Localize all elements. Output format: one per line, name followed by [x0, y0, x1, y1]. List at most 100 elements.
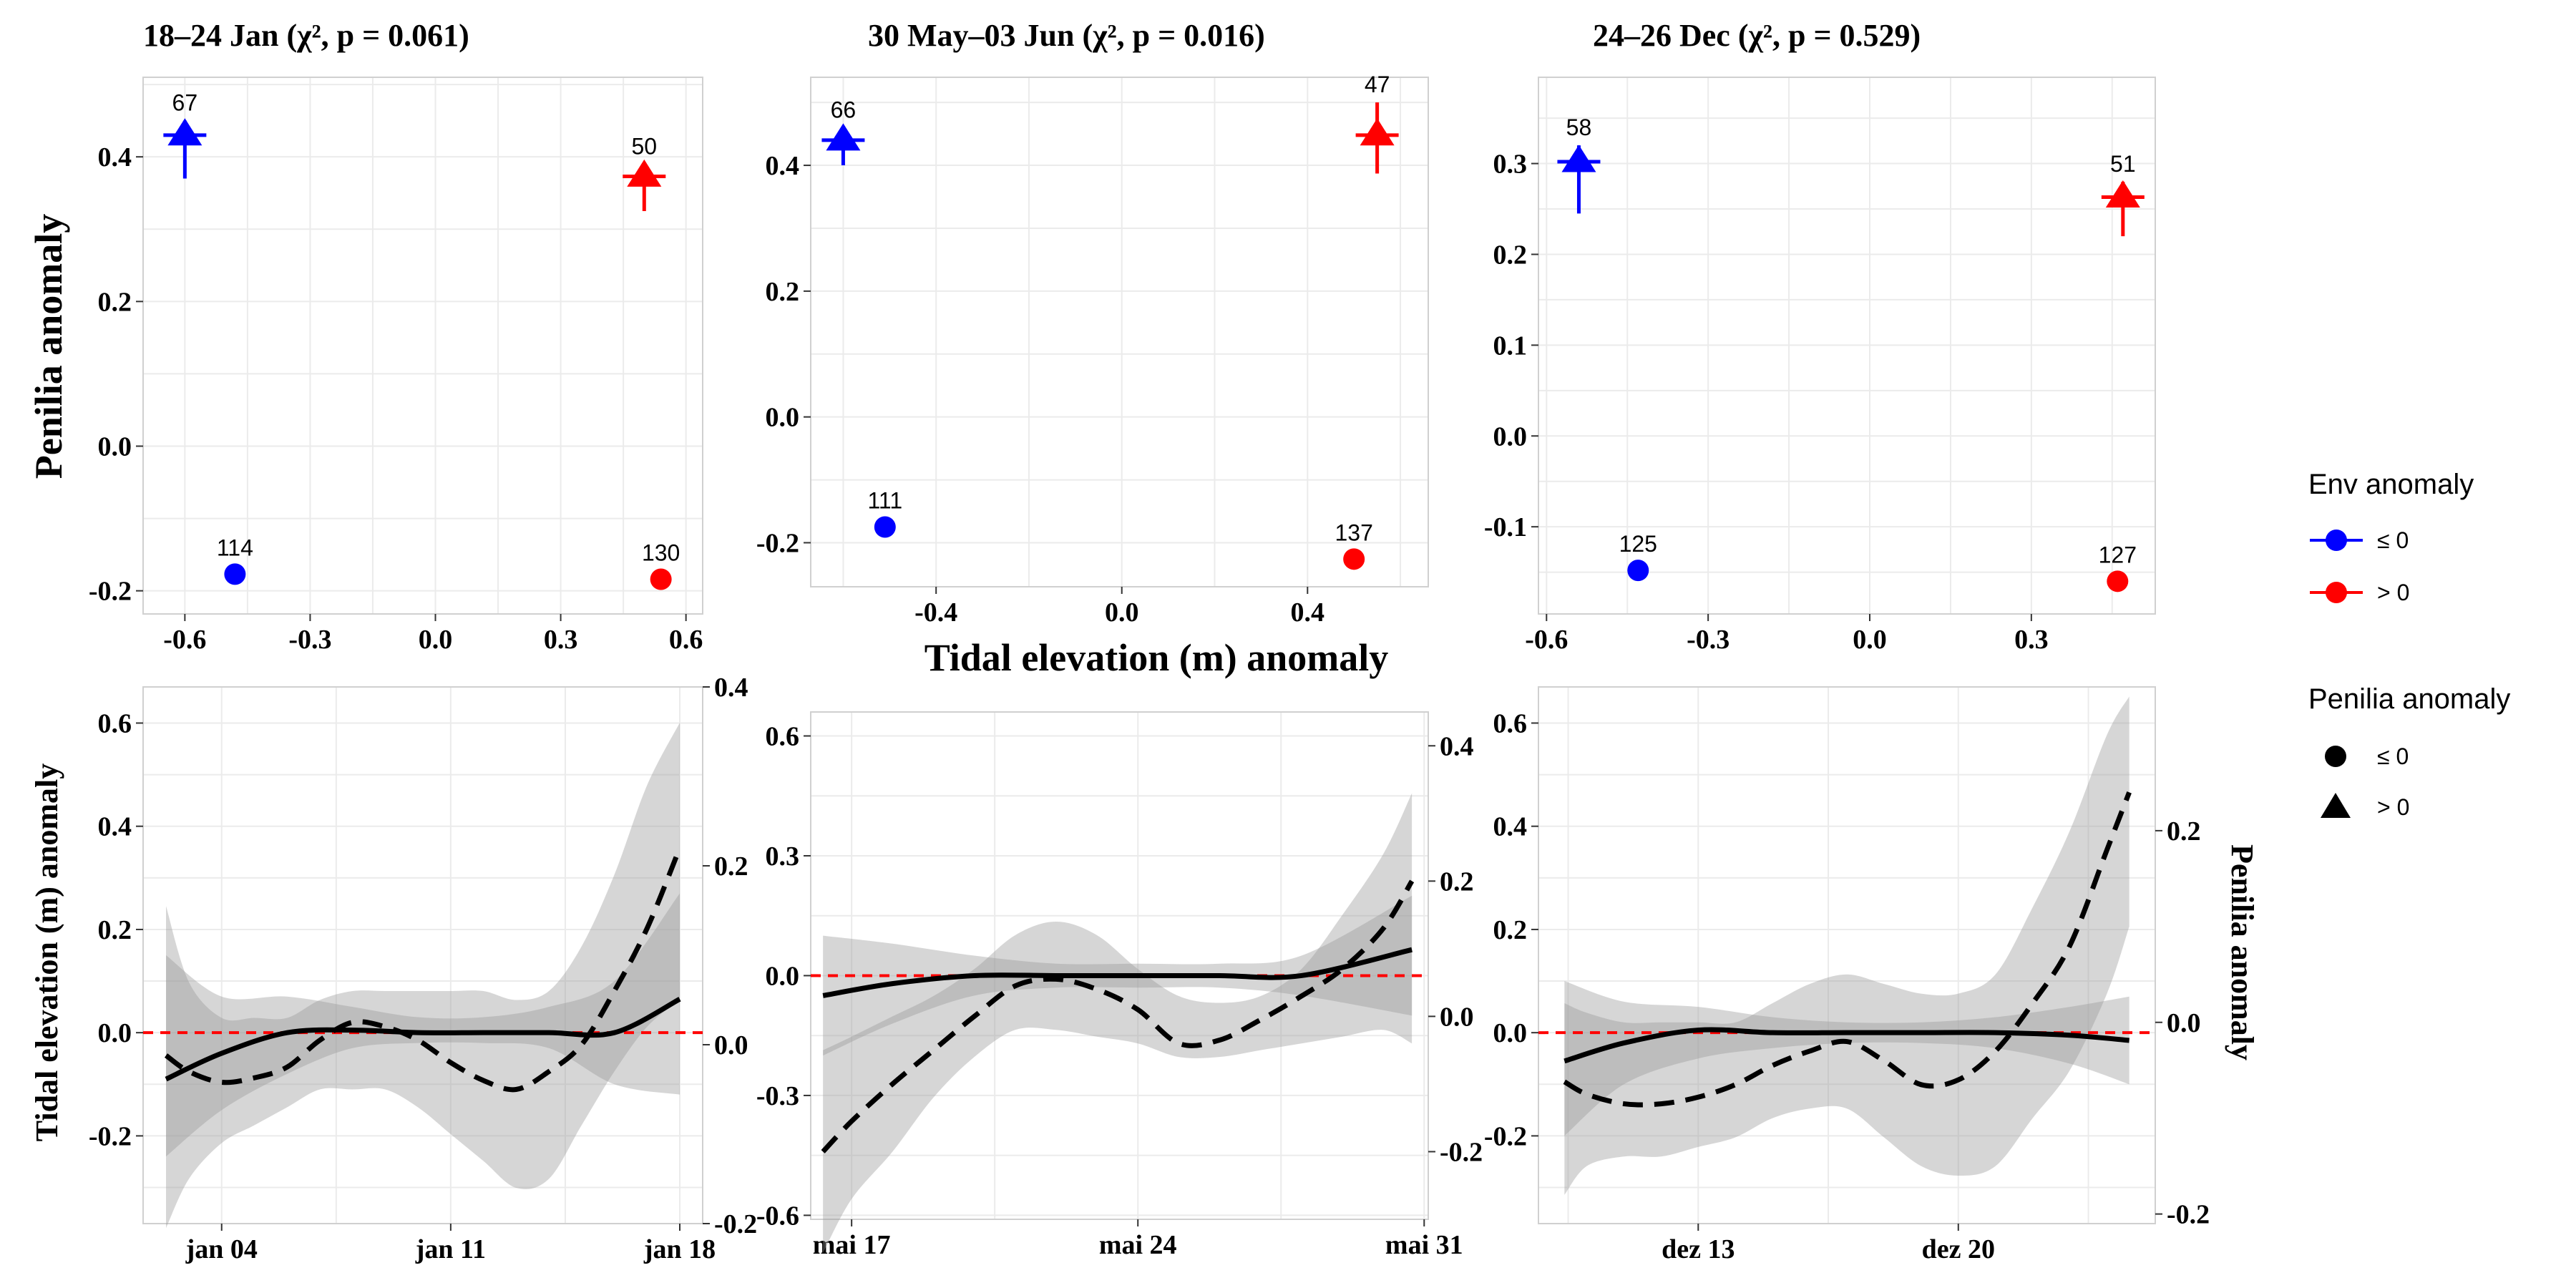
- scatter-panel-1: 18–24 Jan (χ², p = 0.061) -0.6 -0.3 0.0 0.3 0…: [89, 18, 703, 655]
- point-count-label: 67: [172, 90, 198, 116]
- point-count-label: 127: [2099, 542, 2137, 567]
- x-tick-label: -0.3: [288, 625, 331, 655]
- y-tick-label: -0.2: [89, 577, 132, 607]
- tide-confidence-band: [1564, 981, 2129, 1136]
- y-tick-label: -0.2: [1484, 1121, 1527, 1151]
- y-tick-label: 0.4: [1493, 812, 1528, 842]
- panel-title: 30 May–03 Jun (χ², p = 0.016): [868, 18, 1265, 53]
- panel-border: [810, 711, 1429, 1220]
- panel-title: 24–26 Dec (χ², p = 0.529): [1593, 18, 1921, 53]
- x-tick-label: jan 18: [643, 1234, 716, 1264]
- top-y-axis-title: Penilia anomaly: [27, 214, 70, 479]
- x-tick-label: 0.0: [1105, 597, 1139, 628]
- data-point-triangle: [2105, 180, 2140, 208]
- legend-env-item-high: > 0: [2310, 580, 2409, 605]
- panel-border: [1538, 686, 2156, 1224]
- legend-penilia-item-high: > 0: [2321, 793, 2409, 820]
- y-tick-label: -0.2: [756, 528, 799, 558]
- legend-env-low-label: ≤ 0: [2377, 527, 2409, 553]
- point-count-label: 47: [1365, 72, 1390, 97]
- legend-env-low-dot: [2326, 530, 2347, 551]
- y-tick-label: 0.6: [766, 721, 800, 751]
- panel-background: [143, 687, 703, 1224]
- bottom-right-y-axis-title: Penilia anomaly: [2225, 844, 2260, 1060]
- data-point-circle: [224, 563, 246, 585]
- right-y-tick-label: 0.0: [1440, 1002, 1474, 1032]
- panel-background: [811, 77, 1428, 587]
- y-tick-label: 0.3: [766, 841, 800, 872]
- data-point-circle: [650, 568, 672, 590]
- legend-circle-icon: [2325, 746, 2346, 767]
- y-tick-label: -0.3: [756, 1081, 799, 1111]
- penilia-smooth-line: [1563, 791, 2132, 1108]
- right-y-tick-label: 0.2: [714, 852, 748, 882]
- legend-penilia-low-label: ≤ 0: [2377, 743, 2409, 769]
- x-tick-label: 0.4: [1291, 597, 1325, 628]
- panels: 18–24 Jan (χ², p = 0.061) -0.6 -0.3 0.0 0.3 0…: [89, 18, 2210, 1264]
- x-tick-label: 0.3: [2014, 625, 2049, 655]
- timeseries-panel-3: dez 13 dez 20 -0.2 0.0 0.2 0.4 0.6 -0.2 0.0 0.2: [1484, 686, 2210, 1264]
- legend-env-title: Env anomaly: [2308, 469, 2474, 500]
- point-count-label: 50: [632, 133, 658, 159]
- bottom-left-y-axis-title: Tidal elevation (m) anomaly: [29, 763, 64, 1141]
- y-tick-label: 0.0: [98, 431, 132, 462]
- y-tick-label: -0.1: [1484, 512, 1527, 542]
- penilia-confidence-band: [166, 723, 680, 1229]
- y-tick-label: 0.0: [766, 403, 800, 433]
- point-count-label: 114: [217, 535, 253, 560]
- panel-background: [1538, 687, 2155, 1224]
- point-count-label: 51: [2110, 151, 2136, 177]
- x-tick-label: dez 13: [1662, 1234, 1735, 1264]
- point-count-label: 137: [1335, 519, 1372, 545]
- panel-border: [810, 77, 1429, 587]
- data-point-circle: [874, 516, 896, 538]
- x-tick-label: mai 24: [1099, 1230, 1177, 1260]
- right-y-tick-label: 0.4: [714, 673, 748, 703]
- x-tick-label: dez 20: [1922, 1234, 1995, 1264]
- x-tick-label: 0.0: [1853, 625, 1887, 655]
- right-y-tick-label: 0.4: [1440, 731, 1474, 761]
- legend-env-high-dot: [2326, 582, 2347, 603]
- y-tick-label: 0.0: [98, 1018, 132, 1048]
- timeseries-panel-2: mai 17 mai 24 mai 31 -0.6 -0.3 0.0 0.3 0.6 -0.2 0…: [756, 711, 1483, 1260]
- point-count-label: 111: [867, 487, 902, 513]
- y-tick-label: 0.2: [1493, 915, 1528, 945]
- y-tick-label: 0.4: [766, 151, 800, 181]
- x-tick-label: 0.6: [669, 625, 703, 655]
- x-tick-label: -0.4: [914, 597, 957, 628]
- y-tick-label: 0.4: [98, 812, 132, 842]
- legend-env-item-low: ≤ 0: [2310, 527, 2409, 553]
- point-count-label: 66: [831, 97, 857, 122]
- legend-triangle-icon: [2321, 793, 2351, 818]
- y-tick-label: 0.1: [1493, 331, 1528, 361]
- y-tick-label: 0.0: [1493, 1018, 1528, 1048]
- legend-env-high-label: > 0: [2377, 580, 2409, 605]
- point-count-label: 130: [642, 540, 680, 565]
- point-count-label: 58: [1566, 114, 1592, 140]
- right-y-tick-label: -0.2: [2167, 1200, 2210, 1230]
- y-tick-label: 0.0: [766, 961, 800, 991]
- data-point-circle: [2107, 570, 2129, 592]
- data-point-triangle: [627, 159, 662, 187]
- y-tick-label: 0.4: [98, 142, 132, 172]
- data-point-circle: [1343, 548, 1365, 570]
- panel-border: [142, 77, 703, 615]
- panel-border: [142, 686, 703, 1224]
- y-tick-label: 0.6: [1493, 708, 1528, 738]
- panel-background: [143, 77, 703, 614]
- data-point-triangle: [1561, 145, 1596, 172]
- y-tick-label: -0.2: [89, 1121, 132, 1151]
- x-tick-label: jan 04: [185, 1234, 258, 1264]
- tide-smooth-line: [165, 997, 681, 1082]
- timeseries-panel-1: jan 04 jan 11 jan 18-0.20.00.20.40.6-0.20.…: [89, 673, 757, 1264]
- right-y-tick-label: 0.2: [1440, 867, 1474, 897]
- y-tick-label: 0.2: [98, 915, 132, 945]
- penilia-smooth-line: [821, 879, 1415, 1153]
- x-tick-label: -0.6: [1525, 625, 1568, 655]
- tide-confidence-band: [166, 893, 680, 1157]
- top-x-axis-title: Tidal elevation (m) anomaly: [924, 636, 1389, 679]
- y-tick-label: -0.6: [756, 1201, 799, 1231]
- data-point-triangle: [167, 118, 203, 146]
- panel-title: 18–24 Jan (χ², p = 0.061): [143, 18, 469, 53]
- right-y-tick-label: 0.2: [2167, 816, 2201, 847]
